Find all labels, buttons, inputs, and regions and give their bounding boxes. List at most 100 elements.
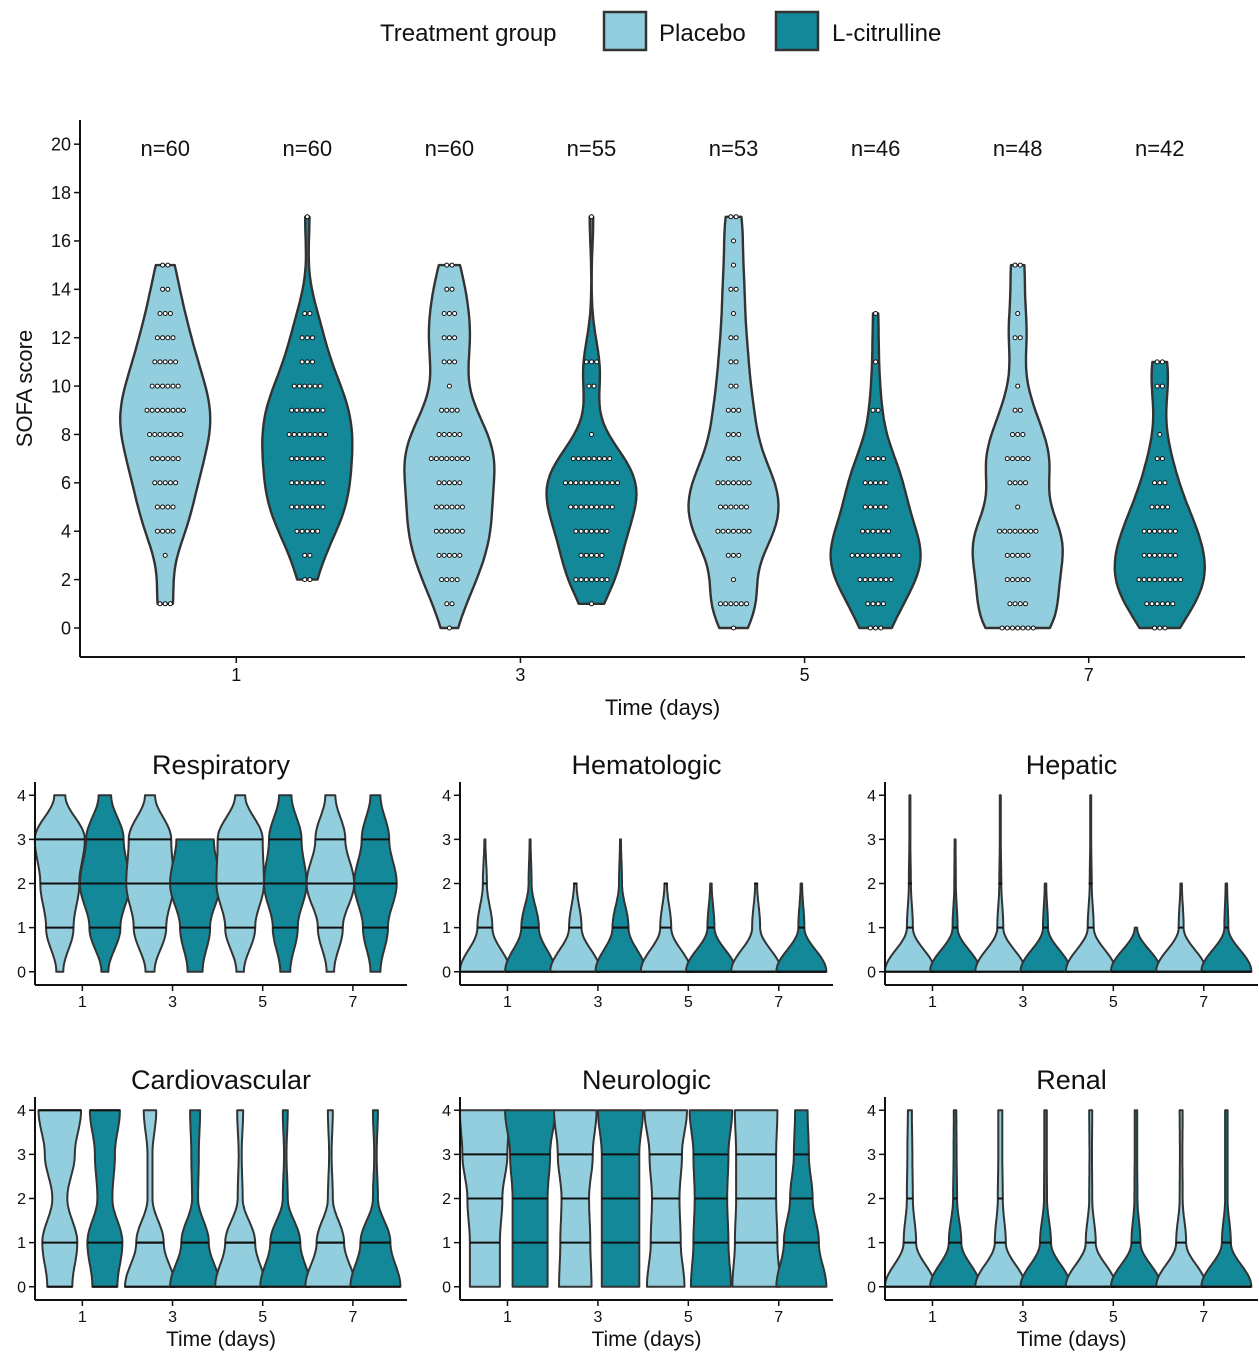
data-point <box>294 407 300 413</box>
violin-l-citrulline-day3 <box>169 1109 222 1288</box>
data-point <box>1015 311 1021 316</box>
data-point <box>286 432 292 437</box>
data-point <box>180 407 186 413</box>
data-point <box>1165 504 1171 510</box>
data-point <box>1152 528 1158 534</box>
data-point <box>728 214 734 220</box>
sample-size-label: n=60 <box>283 136 333 161</box>
data-point <box>175 383 181 389</box>
data-point <box>1154 504 1160 510</box>
data-point <box>880 601 886 607</box>
data-point <box>307 432 313 437</box>
data-point <box>1017 262 1023 268</box>
data-point <box>594 480 600 486</box>
violin-placebo-day3 <box>974 1109 1027 1288</box>
violin-l-citrulline-day5 <box>1109 926 1162 973</box>
data-point <box>870 601 876 607</box>
data-point <box>165 456 171 462</box>
data-point <box>1152 480 1158 486</box>
data-point <box>731 552 736 558</box>
y-tick-label: 2 <box>61 570 71 590</box>
violin-l-citrulline-day3 <box>1019 882 1072 973</box>
violin-body <box>304 1109 357 1288</box>
data-point <box>154 335 160 341</box>
data-point <box>289 504 295 510</box>
violin-placebo-day7 <box>304 1109 357 1288</box>
data-point <box>594 359 600 365</box>
y-tick-label: 3 <box>442 1147 451 1164</box>
data-point <box>589 504 594 510</box>
data-point <box>586 456 592 462</box>
data-point <box>731 625 736 631</box>
x-tick-label: 7 <box>774 1309 783 1326</box>
violin-l-citrulline-day5 <box>1109 1109 1162 1288</box>
panel-neurologic: Neurologic 0 1 2 3 4 1 3 5 7 Time (days) <box>442 1065 833 1351</box>
data-point <box>1162 480 1168 486</box>
data-point <box>157 311 163 316</box>
panel-title: Hepatic <box>1026 750 1118 780</box>
data-point <box>439 407 445 413</box>
data-point <box>1017 335 1023 341</box>
data-point <box>733 383 739 389</box>
data-point <box>728 359 734 365</box>
y-tick-label: 4 <box>17 788 26 805</box>
data-point <box>449 456 455 462</box>
violin-body <box>545 215 638 605</box>
panel-title: Neurologic <box>582 1065 711 1095</box>
y-tick-label: 3 <box>867 832 876 849</box>
data-point <box>144 407 150 413</box>
data-point <box>446 625 452 631</box>
violin-body <box>730 882 783 973</box>
data-point <box>454 407 460 413</box>
data-point <box>449 601 455 607</box>
x-tick-label: 1 <box>503 1309 512 1326</box>
violin-l-citrulline-day1 <box>86 1109 124 1288</box>
data-point <box>167 311 173 316</box>
data-point <box>1157 528 1163 534</box>
data-point <box>746 480 752 486</box>
data-point <box>446 311 452 316</box>
legend-title: Treatment group <box>380 20 557 47</box>
data-point <box>873 359 879 365</box>
data-point <box>299 359 305 365</box>
violin-body <box>1019 1109 1072 1288</box>
data-point <box>736 432 742 437</box>
data-point <box>154 504 160 510</box>
data-point <box>446 335 452 341</box>
data-point <box>1162 625 1168 631</box>
data-point <box>1023 480 1028 486</box>
data-point <box>1012 528 1018 534</box>
data-point <box>878 480 884 486</box>
violin-l-citrulline-day1 <box>261 214 354 583</box>
data-point <box>454 456 460 462</box>
data-point <box>317 383 323 389</box>
data-point <box>149 456 155 462</box>
data-point <box>1167 528 1173 534</box>
data-point <box>310 528 315 534</box>
panel-title: Renal <box>1036 1065 1107 1095</box>
y-tick-label: 16 <box>51 231 71 251</box>
data-point <box>1007 601 1013 607</box>
data-point <box>604 504 610 510</box>
violin-placebo-day3 <box>124 1109 176 1288</box>
data-point <box>310 480 315 486</box>
data-point <box>738 504 744 510</box>
data-point <box>1028 528 1034 534</box>
violin-placebo-day5 <box>687 214 780 631</box>
data-point <box>299 335 305 341</box>
x-tick-label: 5 <box>258 1309 267 1326</box>
violin-placebo-day7 <box>1155 1109 1208 1288</box>
data-point <box>149 383 155 389</box>
data-point <box>720 480 726 486</box>
data-point <box>867 504 873 510</box>
data-point <box>441 335 447 341</box>
data-point <box>725 528 731 534</box>
data-point <box>175 456 181 462</box>
data-point <box>1170 601 1176 607</box>
data-point <box>578 480 584 486</box>
y-tick-label: 2 <box>17 1191 26 1208</box>
data-point <box>867 480 873 486</box>
data-point <box>873 504 879 510</box>
legend: Treatment group Placebo L-citrulline <box>380 10 941 52</box>
data-point <box>304 214 310 220</box>
